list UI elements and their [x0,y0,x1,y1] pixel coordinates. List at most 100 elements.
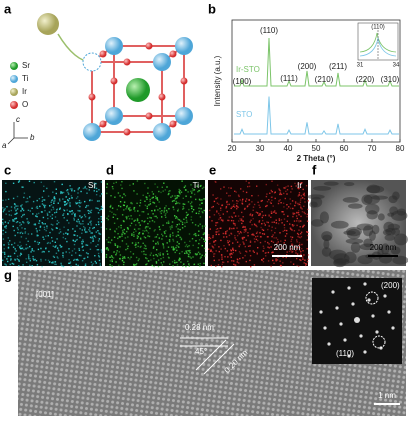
map-pixel [19,232,21,234]
map-pixel [174,215,176,217]
map-pixel [50,204,53,206]
map-pixel [147,192,149,194]
map-pixel [17,232,19,234]
x-tick-label: 30 [256,144,265,153]
map-pixel [167,220,170,222]
map-pixel [40,181,42,183]
map-pixel [71,197,73,199]
map-pixel [19,241,21,243]
particle [330,220,349,229]
map-pixel [257,247,259,249]
map-pixel [185,217,187,219]
map-pixel [153,221,156,223]
map-pixel [80,216,82,219]
map-pixel [230,219,233,222]
map-pixel [199,262,201,265]
map-pixel [249,213,252,215]
map-pixel [213,240,215,243]
map-pixel [301,243,303,246]
map-pixel [107,249,110,251]
map-pixel [134,210,136,212]
map-pixel [256,212,259,214]
map-pixel [21,227,23,229]
map-pixel [33,181,35,184]
map-pixel [165,209,168,212]
map-pixel [255,236,257,238]
map-pixel [155,261,158,263]
map-pixel [26,197,29,200]
map-pixel [22,186,24,188]
map-pixel [121,181,123,183]
map-pixel [268,225,270,227]
map-pixel [228,234,231,237]
map-pixel [90,209,93,211]
map-pixel [263,247,265,249]
map-pixel [269,201,272,203]
map-pixel [146,258,148,260]
particle [342,197,359,203]
map-pixel [38,220,41,222]
map-pixel [246,205,249,207]
map-pixel [179,228,181,231]
map-pixel [84,185,86,188]
map-pixel [23,213,25,216]
map-pixel [74,215,76,217]
ti-atom [175,107,193,125]
map-pixel [68,262,70,264]
map-pixel [41,203,44,205]
map-pixel [225,207,227,209]
map-pixel [204,255,206,257]
map-pixel [61,265,63,267]
map-pixel [56,223,58,225]
map-pixel [229,254,231,256]
o-atom [145,42,153,50]
map-pixel [61,245,63,248]
map-pixel [113,251,115,253]
map-pixel [67,213,69,215]
map-pixel [3,248,5,250]
o-atom [145,112,153,120]
map-pixel [7,246,10,249]
particle [371,224,380,235]
map-pixel [14,208,16,210]
map-pixel [78,220,80,223]
map-pixel [75,201,77,204]
map-pixel [145,257,147,259]
map-pixel [232,200,234,202]
map-pixel [36,205,38,208]
map-pixel [275,219,277,221]
map-pixel [151,220,154,222]
map-pixel [158,190,160,193]
map-pixel [165,205,167,207]
map-pixel [61,183,63,186]
map-pixel [119,201,122,203]
map-pixel [259,212,261,215]
map-pixel [290,191,292,193]
map-pixel [165,216,167,218]
particle [309,201,318,208]
map-pixel [187,213,189,216]
map-pixel [267,260,270,262]
map-pixel [21,207,23,209]
peak-label: (211) [329,62,347,71]
map-pixel [89,199,91,201]
map-pixel [107,215,110,217]
map-pixel [234,190,236,192]
map-pixel [248,199,250,201]
map-pixel [135,256,138,259]
map-pixel [203,209,205,212]
fft-spot [354,317,360,323]
map-pixel [199,185,202,187]
map-pixel [46,227,48,229]
map-pixel [32,258,34,260]
map-pixel [212,205,214,208]
map-pixel [301,248,303,250]
map-pixel [299,203,301,206]
map-pixel [13,220,15,222]
map-pixel [218,212,220,215]
map-pixel [38,229,41,231]
map-pixel [294,204,296,207]
map-pixel [222,220,224,223]
map-pixel [129,209,131,212]
map-pixel [300,253,302,255]
